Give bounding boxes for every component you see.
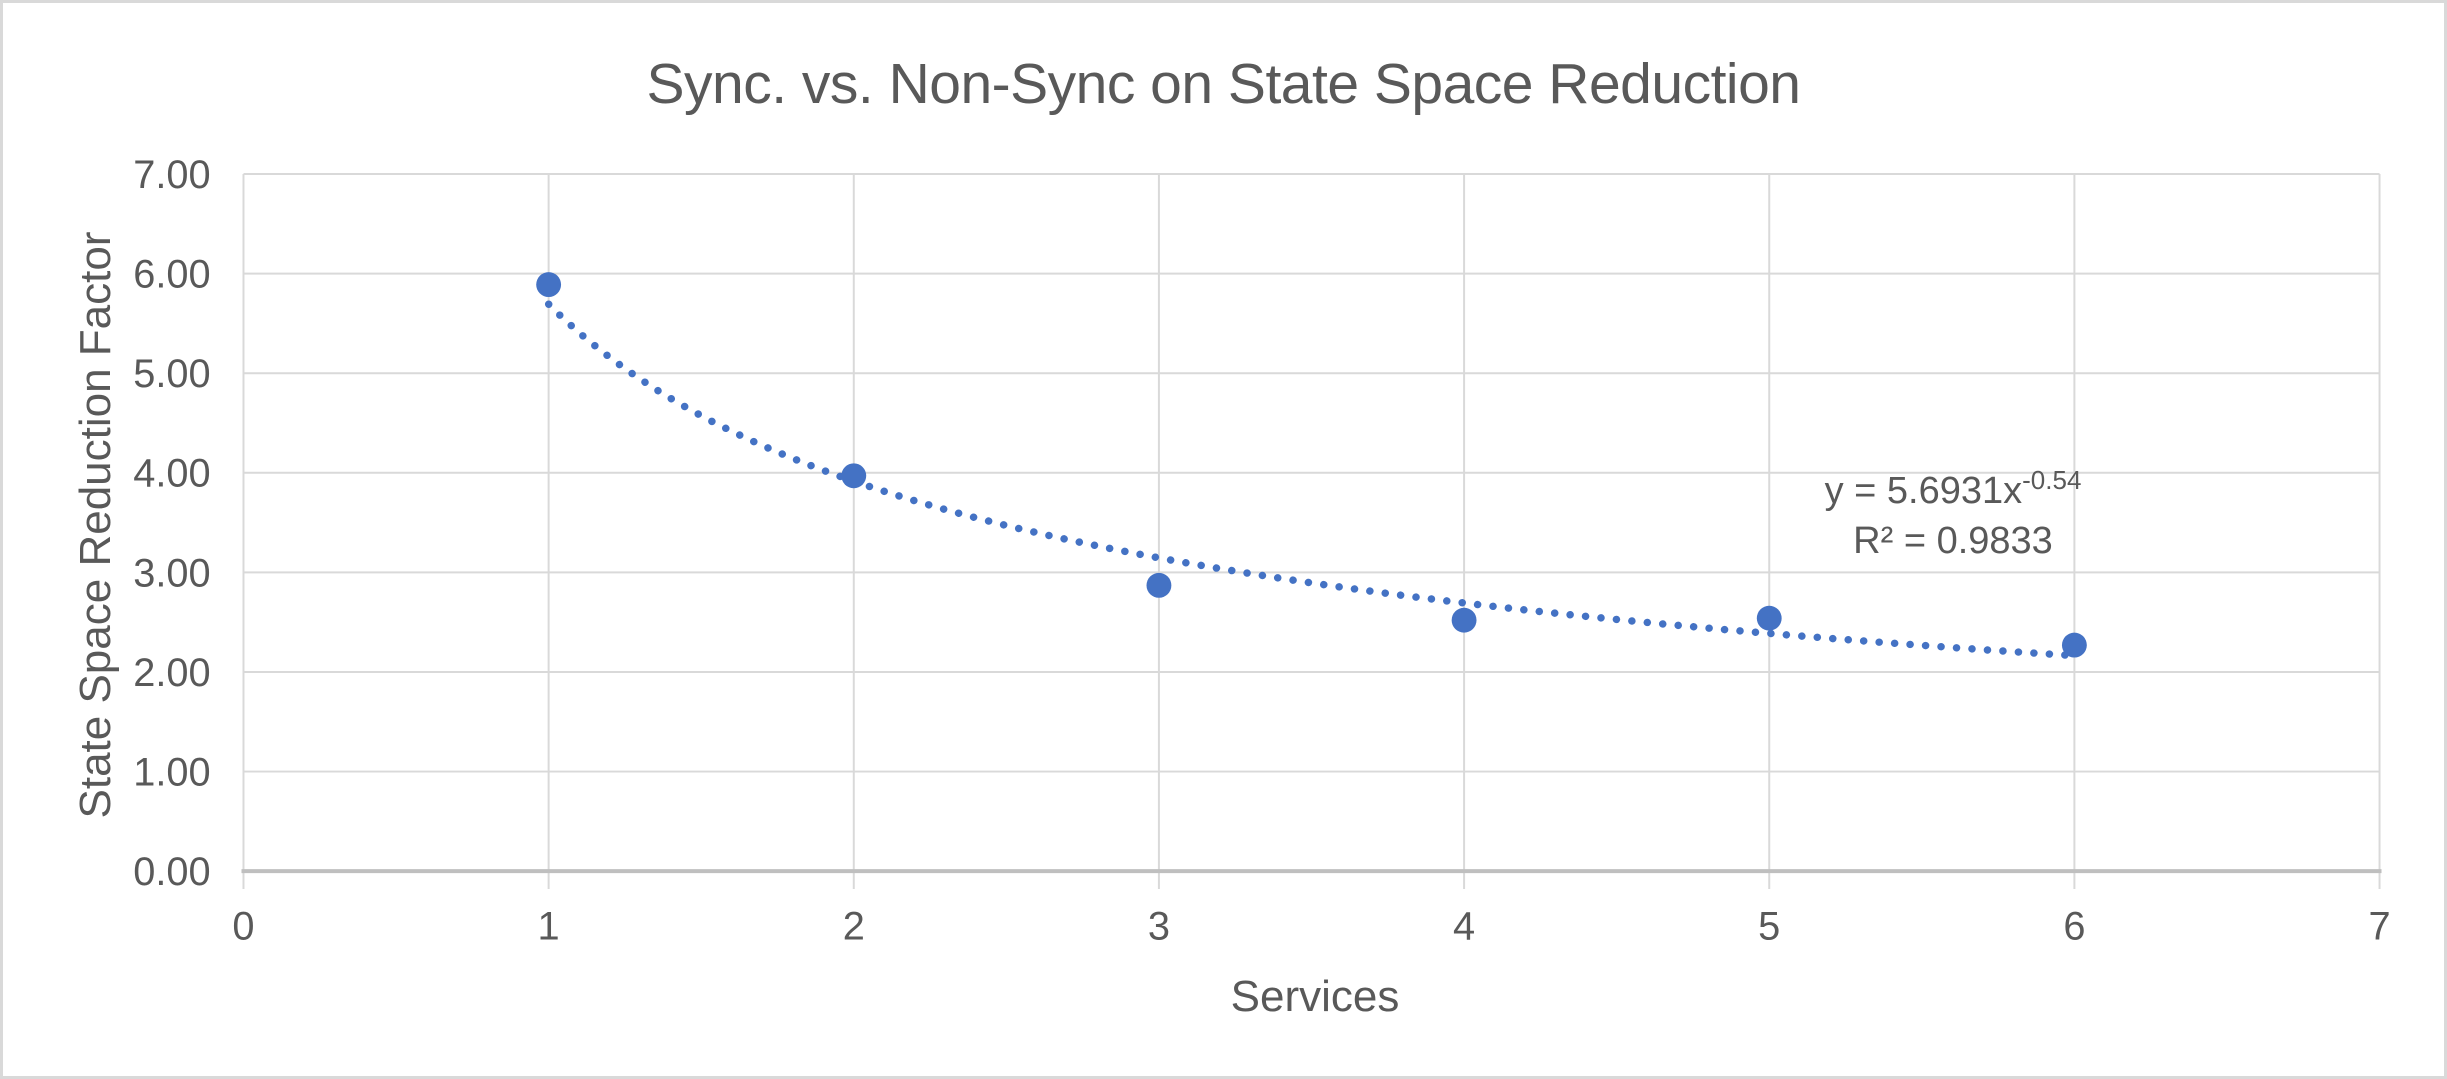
trendline	[544, 300, 2079, 660]
x-tick-label: 1	[538, 905, 560, 949]
trendline-equation-base: y = 5.6931x	[1824, 470, 2023, 512]
x-tick-label: 7	[2368, 905, 2390, 949]
data-point-marker	[1756, 605, 1782, 631]
data-point-marker	[1451, 607, 1477, 633]
x-tick-label: 2	[843, 905, 865, 949]
y-tick-label: 7.00	[133, 153, 210, 197]
y-tick-label: 6.00	[133, 253, 210, 297]
trendline-annotation: y = 5.6931x-0.54 R² = 0.9833	[1825, 466, 2082, 566]
data-point-marker	[1146, 572, 1172, 598]
trendline-equation: y = 5.6931x-0.54	[1825, 466, 2082, 516]
y-tick-label: 3.00	[133, 551, 210, 595]
data-point-marker	[536, 272, 562, 298]
y-tick-label: 5.00	[133, 352, 210, 396]
plot-svg: 0 1 2 3 4 5 6 7 0.00 1.00 2.00 3.00 4.00 5.00 6.00 7.00	[133, 153, 2390, 949]
x-tick-label: 4	[1453, 905, 1475, 949]
data-point-marker	[841, 463, 867, 489]
chart-title: Sync. vs. Non-Sync on State Space Reduct…	[646, 52, 1801, 116]
x-tick-label: 3	[1148, 905, 1170, 949]
x-tick-label: 0	[232, 905, 254, 949]
x-axis-title: Services	[1230, 972, 1400, 1021]
y-tick-label: 0.00	[133, 850, 210, 894]
y-axis-title: State Space Reduction Factor	[71, 231, 120, 819]
data-point-marker	[2061, 632, 2087, 658]
y-tick-label: 4.00	[133, 452, 210, 496]
y-tick-label: 1.00	[133, 750, 210, 794]
trendline-equation-exponent: -0.54	[2022, 465, 2082, 495]
trendline-r-squared: R² = 0.9833	[1853, 520, 2053, 562]
x-tick-label: 5	[1758, 905, 1780, 949]
x-tick-label: 6	[2063, 905, 2085, 949]
y-tick-label: 2.00	[133, 651, 210, 695]
